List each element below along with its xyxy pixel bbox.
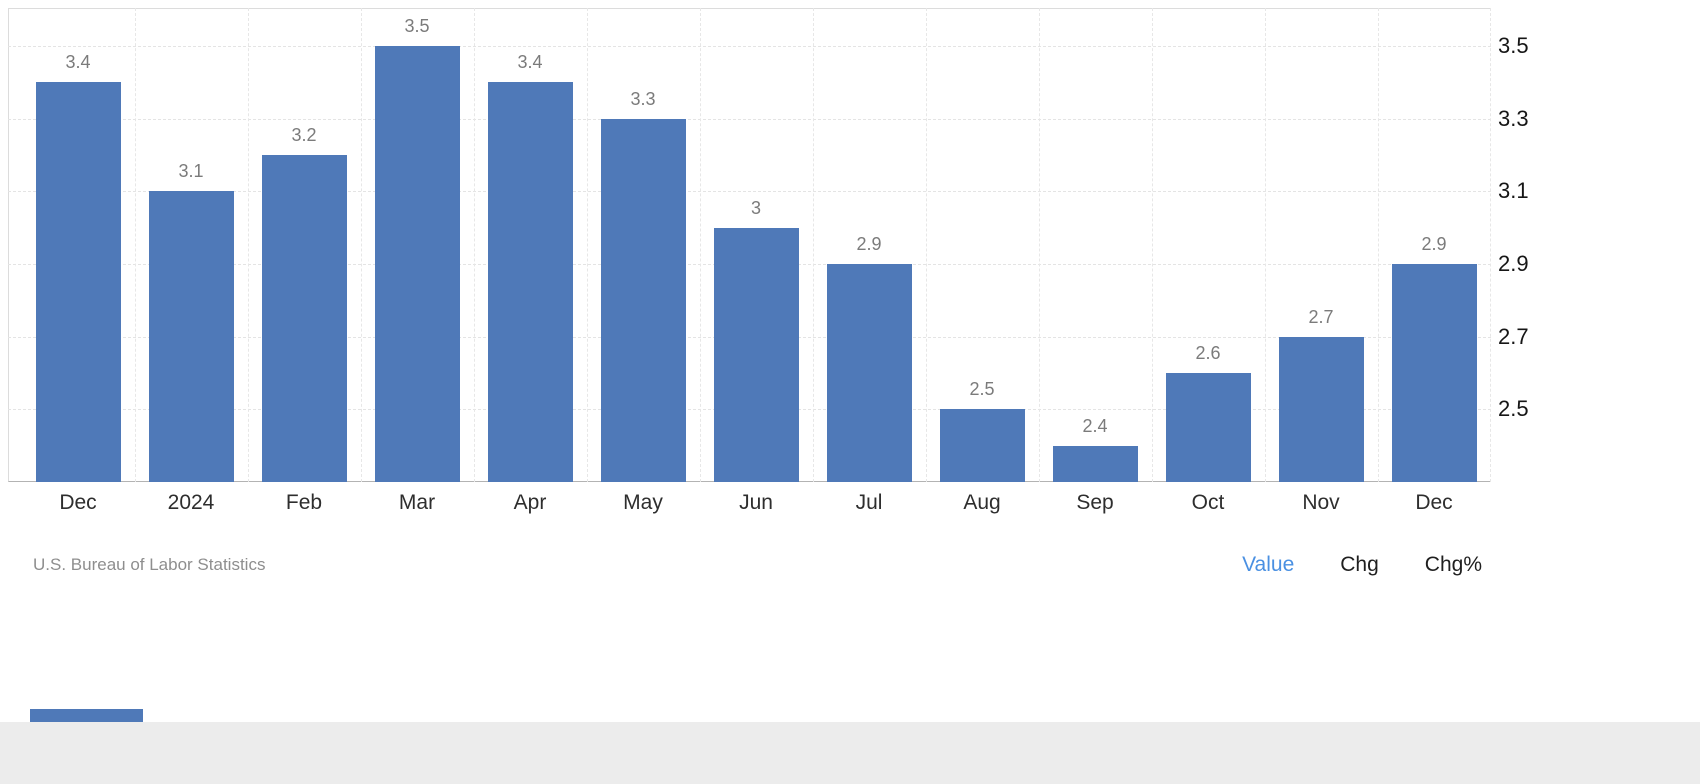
bar-value-label: 2.6 (1195, 343, 1221, 363)
x-axis-category-label: Jul (855, 491, 883, 514)
bar[interactable] (261, 155, 347, 482)
bar-value-label: 2.9 (856, 234, 882, 254)
gridline-v (1264, 8, 1266, 482)
gridline-v (360, 8, 362, 482)
bar[interactable] (1165, 373, 1251, 482)
bar[interactable] (826, 264, 912, 482)
toggle-group: Value Chg Chg% (1242, 552, 1482, 578)
gridline-v (1377, 8, 1379, 482)
x-axis-category-label: Nov (1302, 491, 1340, 514)
gridline-h (8, 46, 1491, 47)
gridline-v (586, 8, 588, 482)
bar-value-label: 2.7 (1308, 306, 1334, 327)
bar[interactable] (1278, 336, 1364, 482)
x-axis-category-label: Dec (59, 491, 97, 514)
gridline-h (8, 191, 1491, 193)
bar[interactable] (148, 191, 234, 482)
toggle-value[interactable]: Value (1242, 553, 1295, 576)
bar[interactable] (487, 82, 573, 482)
gridline-v (699, 8, 701, 482)
x-axis-category-label: Jun (739, 491, 773, 514)
bar-value-label: 3 (750, 197, 761, 218)
x-axis-category-label: Dec (1415, 491, 1453, 514)
bar-value-label: 3.5 (404, 16, 430, 36)
bar-value-label: 3.2 (291, 125, 317, 145)
bar-value-label: 2.5 (969, 379, 995, 400)
y-axis-tick-label: 3.5 (1498, 33, 1529, 58)
gridline-v (247, 8, 249, 482)
gridline-v (1038, 8, 1040, 482)
bar-value-label: 3.3 (630, 88, 656, 109)
x-axis-category-label: Oct (1191, 491, 1225, 514)
bottom-band (0, 722, 1700, 784)
bar-value-label: 3.4 (517, 52, 543, 73)
gridline-v (134, 8, 136, 482)
bar-value-label: 2.9 (1421, 234, 1447, 254)
gridline-v (812, 8, 814, 482)
gridline-h (8, 118, 1491, 120)
bar[interactable] (1391, 264, 1477, 482)
y-axis-tick-label: 3.3 (1498, 105, 1529, 131)
gridline-v (1490, 8, 1491, 482)
bar-value-label: 2.4 (1082, 415, 1108, 436)
x-axis-category-label: 2024 (167, 491, 215, 514)
x-axis-category-label: May (623, 491, 663, 514)
gridline-v (473, 8, 475, 482)
bar[interactable] (713, 227, 799, 482)
bar[interactable] (1052, 445, 1138, 482)
x-axis-category-label: Mar (398, 491, 436, 514)
bar[interactable] (374, 46, 460, 482)
bar-value-label: 3.4 (65, 52, 91, 73)
y-axis-tick-label: 2.7 (1498, 323, 1529, 349)
toggle-chg[interactable]: Chg% (1424, 553, 1482, 576)
y-axis-tick-label: 2.9 (1498, 251, 1529, 276)
partial-next-section-bar (30, 709, 143, 722)
bar[interactable] (35, 82, 121, 482)
x-axis-category-label: Apr (513, 491, 547, 514)
x-axis-category-label: Sep (1076, 491, 1114, 514)
gridline-v (1151, 8, 1153, 482)
source-attribution: U.S. Bureau of Labor Statistics (33, 555, 266, 574)
y-axis-tick-label: 3.1 (1498, 178, 1529, 204)
gridline-v (925, 8, 927, 482)
toggle-chg[interactable]: Chg (1340, 553, 1379, 576)
bar[interactable] (600, 118, 686, 482)
x-axis-category-label: Aug (963, 491, 1001, 514)
y-axis-tick-label: 2.5 (1498, 396, 1529, 422)
bar-value-label: 3.1 (178, 161, 204, 182)
x-axis-category-label: Feb (285, 491, 323, 514)
bar[interactable] (939, 409, 1025, 482)
